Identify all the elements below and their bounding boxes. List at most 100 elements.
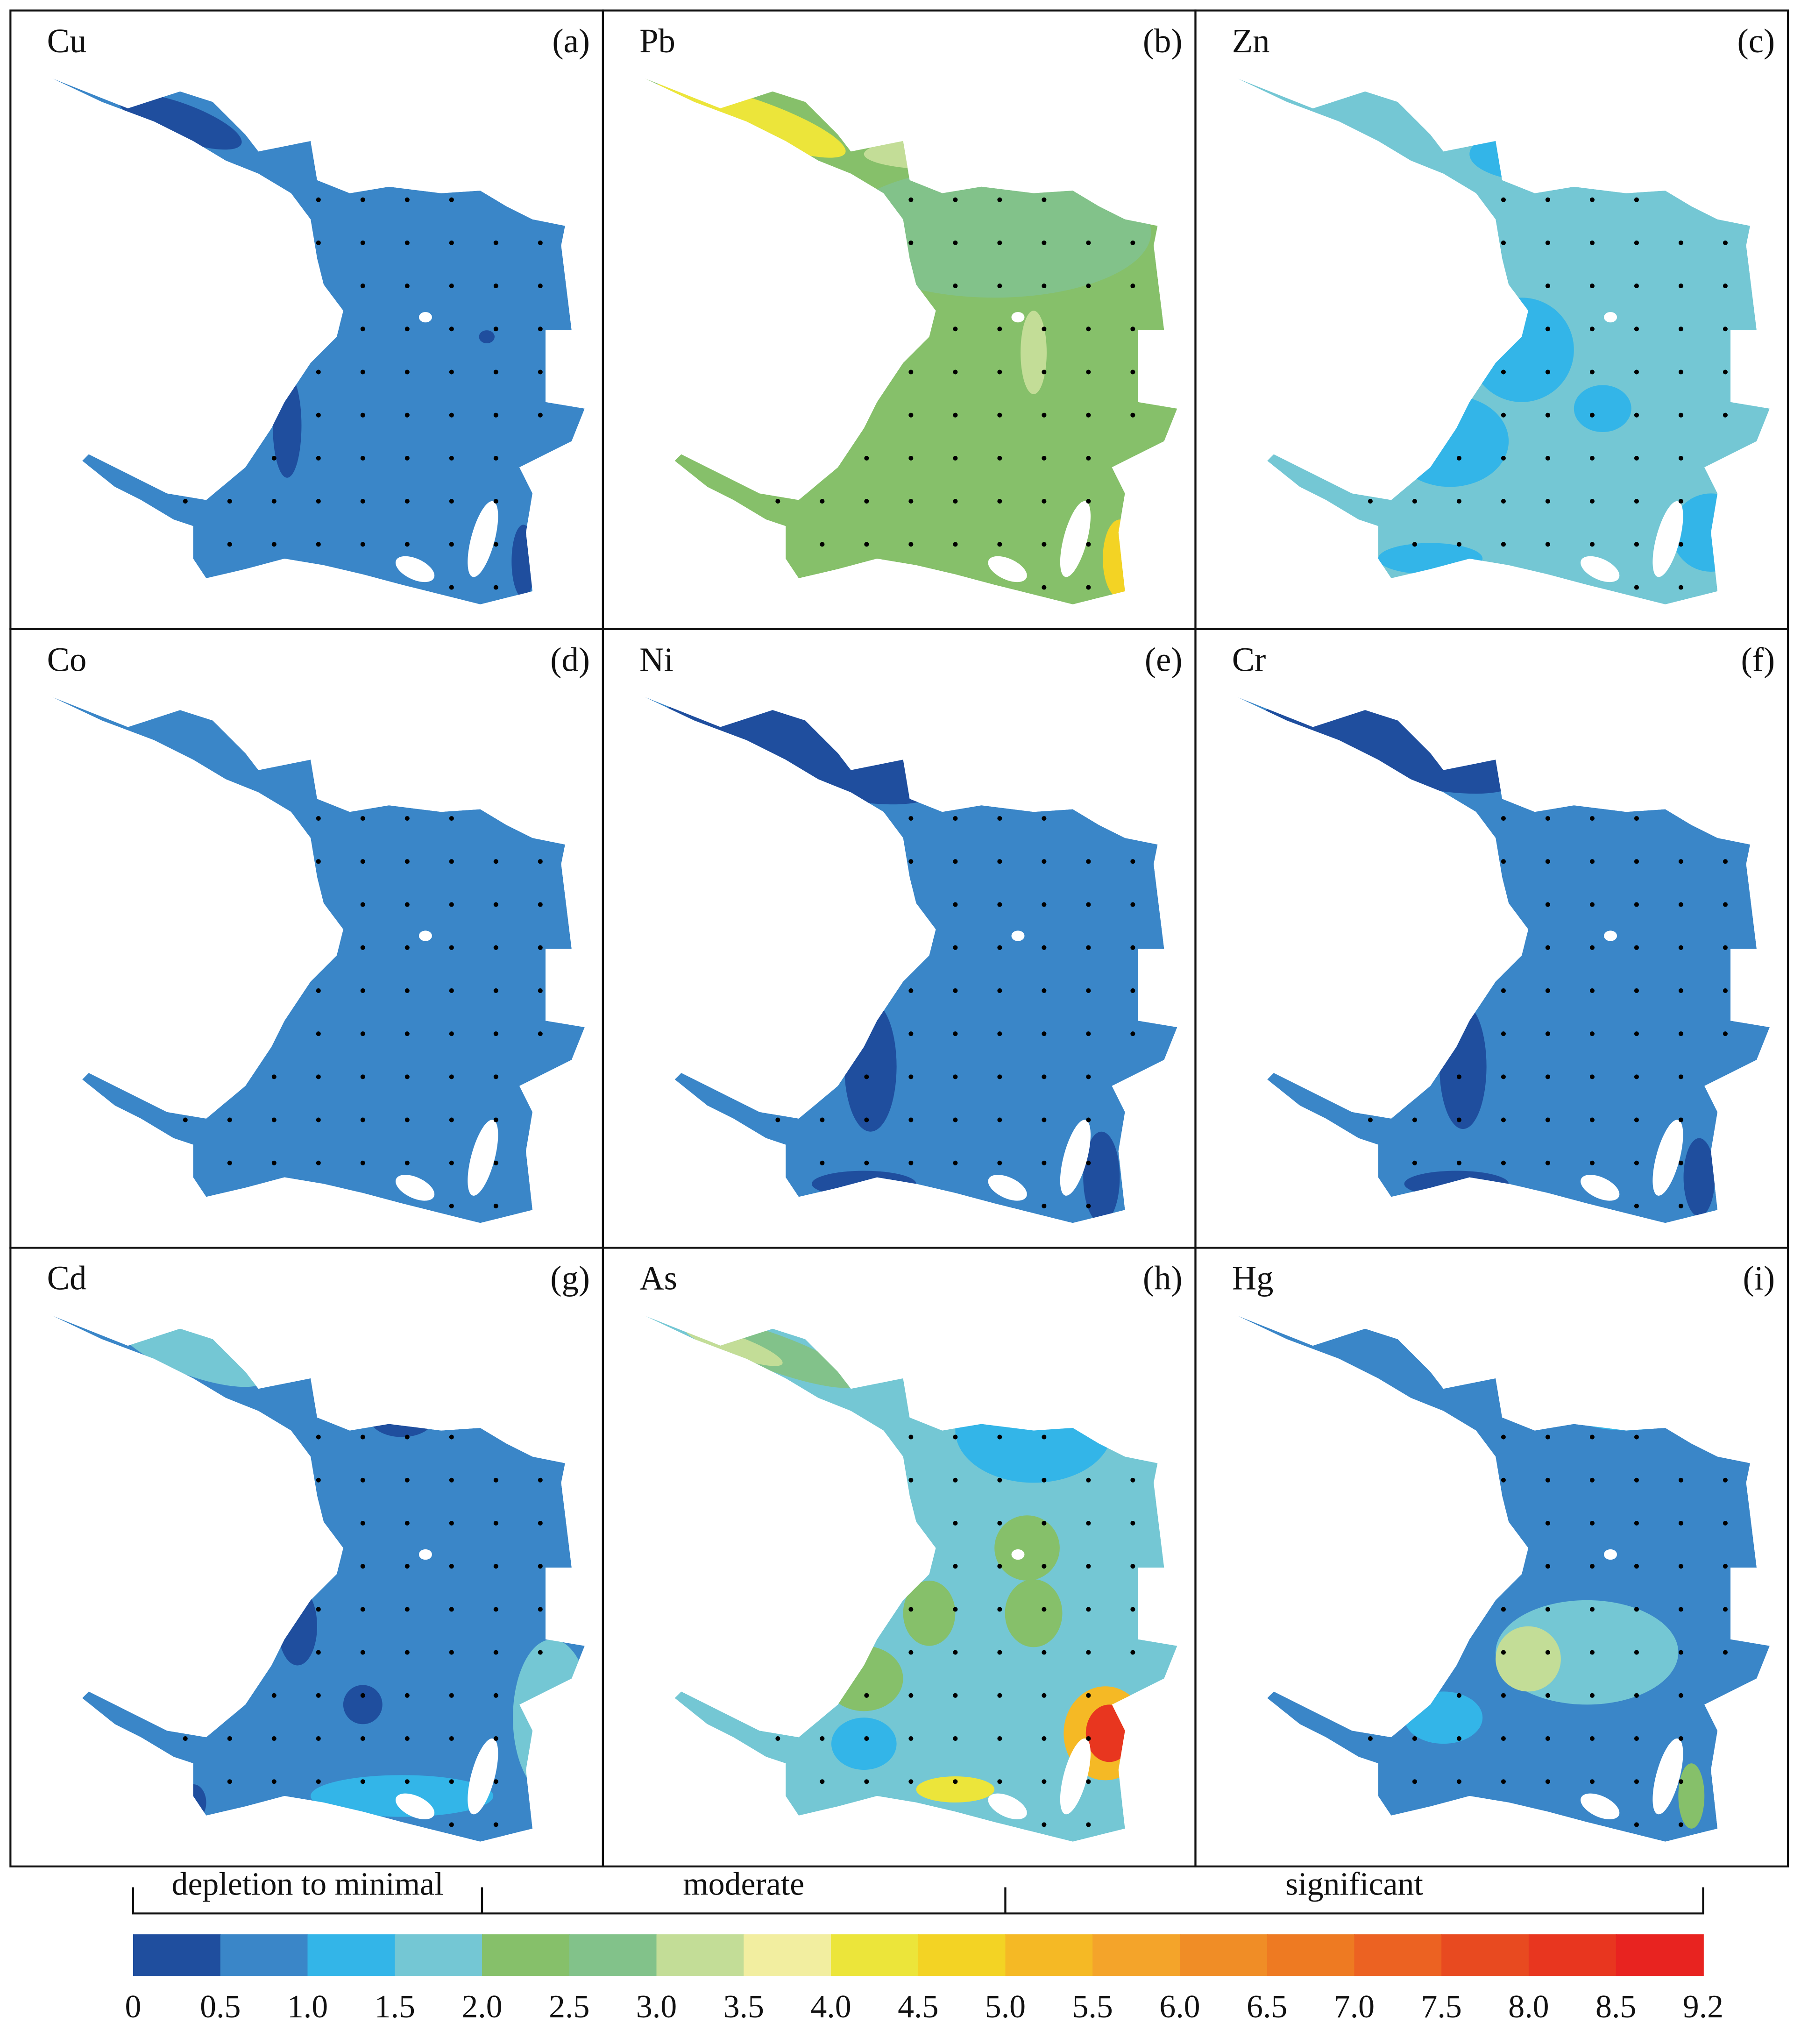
- water-body: [988, 1793, 1027, 1820]
- contour-zone: [479, 330, 495, 344]
- sample-point: [271, 1117, 277, 1122]
- sample-point: [1545, 988, 1550, 993]
- sample-point: [1501, 1477, 1506, 1483]
- sample-point: [1634, 1477, 1639, 1483]
- sample-point: [1723, 326, 1728, 332]
- sample-point: [1042, 1031, 1047, 1036]
- sample-point: [953, 816, 958, 821]
- sample-point: [1130, 326, 1135, 332]
- color-class: [133, 1934, 221, 1976]
- sample-point: [1086, 1117, 1091, 1122]
- water-body: [468, 501, 498, 577]
- sample-point: [1589, 412, 1595, 418]
- sample-point: [1634, 1607, 1639, 1612]
- water-body: [395, 556, 435, 582]
- sample-point: [493, 1736, 498, 1741]
- sample-point: [449, 1564, 454, 1569]
- sample-point: [775, 1736, 780, 1741]
- sample-point: [953, 542, 958, 547]
- sample-point: [404, 859, 410, 864]
- class-label: depletion to minimal: [172, 1867, 444, 1902]
- sample-point: [1086, 1607, 1091, 1612]
- sample-point: [864, 499, 869, 504]
- sample-point: [997, 499, 1002, 504]
- sample-point: [538, 284, 543, 289]
- sample-point: [271, 455, 277, 461]
- map: [1237, 78, 1770, 604]
- sample-point: [1130, 945, 1135, 950]
- sample-point: [538, 240, 543, 245]
- sample-point: [1634, 1031, 1639, 1036]
- sample-point: [404, 1693, 410, 1698]
- sample-point: [360, 988, 365, 993]
- sample-point: [1456, 499, 1461, 504]
- sample-point: [953, 369, 958, 375]
- sample-point: [449, 1203, 454, 1209]
- sample-point: [1634, 326, 1639, 332]
- contour-zone: [1021, 311, 1047, 394]
- contour-zone: [1404, 1171, 1509, 1197]
- water-body: [418, 312, 432, 323]
- sample-point: [183, 1736, 188, 1741]
- sample-point: [864, 1736, 869, 1741]
- colorbar-tick-label: 0: [125, 1989, 142, 2025]
- sample-point: [360, 1031, 365, 1036]
- sample-point: [1501, 1607, 1506, 1612]
- sample-point: [953, 1607, 958, 1612]
- sample-point: [449, 197, 454, 202]
- sample-point: [997, 1031, 1002, 1036]
- contour-zone: [864, 138, 1021, 170]
- sample-point: [1130, 1031, 1135, 1036]
- color-class: [1528, 1934, 1617, 1976]
- sample-point: [1130, 284, 1135, 289]
- contour-zone: [1547, 1352, 1705, 1431]
- sample-point: [1086, 945, 1091, 950]
- sample-point: [404, 1520, 410, 1526]
- sample-point: [1589, 1117, 1595, 1122]
- sample-point: [1086, 369, 1091, 375]
- sample-point: [1456, 1693, 1461, 1698]
- sample-point: [449, 1779, 454, 1784]
- water-body: [468, 1738, 498, 1815]
- sample-point: [908, 197, 914, 202]
- sample-point: [1501, 542, 1506, 547]
- sample-point: [908, 412, 914, 418]
- panel-label: (a): [552, 22, 590, 60]
- sample-point: [1042, 1160, 1047, 1165]
- sample-point: [1723, 945, 1728, 950]
- sample-point: [908, 542, 914, 547]
- class-label: moderate: [683, 1867, 804, 1902]
- sample-point: [1723, 369, 1728, 375]
- sample-point: [1545, 1564, 1550, 1569]
- sample-point: [1634, 1693, 1639, 1698]
- water-body: [395, 1175, 435, 1201]
- element-label: Cd: [47, 1259, 87, 1297]
- water-body: [1581, 556, 1620, 582]
- sample-point: [953, 240, 958, 245]
- map: [645, 1315, 1177, 1842]
- sample-point: [316, 197, 321, 202]
- element-label: As: [639, 1259, 677, 1297]
- colorbar-tick-label: 0.5: [200, 1989, 241, 2025]
- sample-point: [449, 1031, 454, 1036]
- sample-point: [538, 326, 543, 332]
- sample-point: [1678, 1693, 1683, 1698]
- sample-point: [1545, 455, 1550, 461]
- sample-point: [271, 499, 277, 504]
- sample-point: [997, 1074, 1002, 1079]
- panel-label: (h): [1143, 1259, 1183, 1297]
- sample-point: [1589, 1160, 1595, 1165]
- sample-point: [360, 1117, 365, 1122]
- sample-point: [449, 1736, 454, 1741]
- sample-point: [449, 284, 454, 289]
- sample-point: [1589, 1607, 1595, 1612]
- sample-point: [316, 412, 321, 418]
- sample-point: [316, 369, 321, 375]
- sample-point: [1678, 284, 1683, 289]
- color-class: [569, 1934, 657, 1976]
- sample-point: [271, 542, 277, 547]
- sample-point: [449, 369, 454, 375]
- element-label: Zn: [1232, 22, 1270, 60]
- sample-point: [953, 1031, 958, 1036]
- sample-point: [316, 1117, 321, 1122]
